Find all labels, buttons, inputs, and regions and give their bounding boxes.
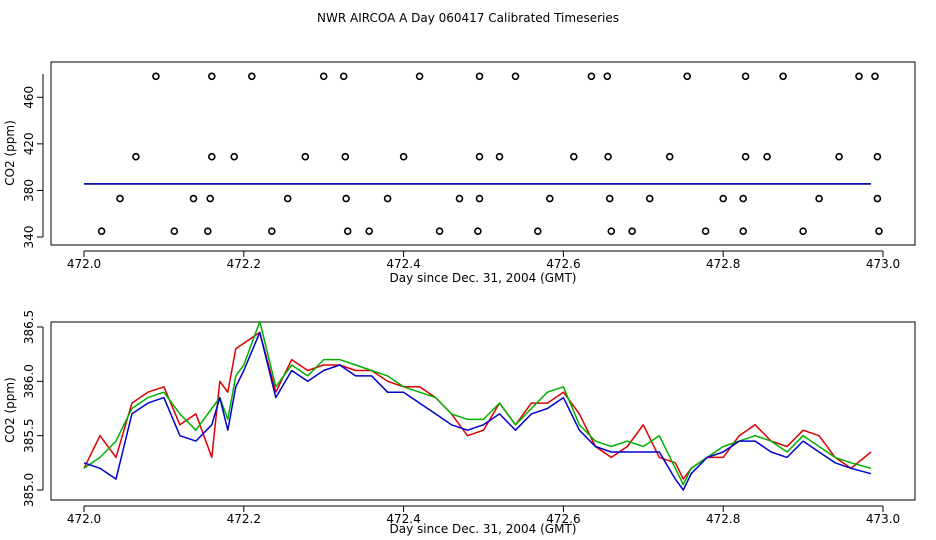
- data-marker: [873, 194, 882, 203]
- data-marker: [587, 72, 596, 81]
- data-marker: [763, 152, 771, 161]
- data-marker: [283, 194, 292, 203]
- data-marker: [701, 227, 710, 235]
- data-marker: [206, 194, 214, 203]
- data-marker: [339, 72, 348, 81]
- bottom-x-tick-label: 472.8: [706, 512, 740, 526]
- data-marker: [605, 194, 614, 203]
- data-marker: [208, 152, 216, 161]
- bottom-series-line-1: [83, 320, 872, 486]
- bottom-y-tick-label: 386.5: [22, 310, 36, 344]
- data-marker: [475, 194, 484, 203]
- data-marker: [603, 72, 612, 81]
- data-marker: [719, 194, 728, 203]
- bottom-y-ticks: 385.0 385.5 386.0 386.5: [22, 310, 44, 507]
- data-marker: [319, 72, 328, 81]
- bottom-y-tick-label: 386.0: [22, 364, 36, 398]
- data-marker: [495, 152, 504, 161]
- data-marker: [341, 152, 350, 161]
- bottom-series-line-0: [83, 331, 872, 480]
- top-x-tick-label: 472.2: [227, 257, 261, 271]
- top-y-axis-label: CO2 (ppm): [3, 120, 17, 186]
- data-marker: [533, 227, 542, 235]
- data-marker: [607, 227, 616, 235]
- data-marker: [835, 152, 843, 161]
- bottom-x-tick-label: 472.2: [227, 512, 261, 526]
- bottom-y-tick-label: 385.5: [22, 418, 36, 452]
- top-y-ticks: 340 380 420 460: [22, 74, 44, 249]
- top-x-tick-label: 472.4: [386, 257, 420, 271]
- top-x-tick-label: 473.0: [866, 257, 900, 271]
- data-marker: [871, 72, 879, 81]
- data-marker: [455, 194, 464, 203]
- data-marker: [683, 72, 692, 81]
- data-marker: [116, 194, 124, 203]
- bottom-panel: 472.0 472.2 472.4 472.6 472.8 473.0 385.0385.…: [3, 310, 916, 536]
- data-marker: [435, 227, 444, 235]
- bottom-series-lines: [83, 320, 872, 491]
- data-marker: [97, 227, 106, 235]
- data-marker: [645, 194, 654, 203]
- top-plot-frame: [50, 61, 916, 246]
- data-marker: [301, 152, 310, 161]
- top-x-axis-label: Day since Dec. 31, 2004 (GMT): [390, 271, 577, 285]
- bottom-x-tick-label: 472.4: [386, 512, 420, 526]
- data-marker: [739, 227, 748, 235]
- data-marker: [399, 152, 408, 161]
- data-marker: [170, 227, 179, 235]
- data-marker: [343, 227, 352, 235]
- data-marker: [628, 227, 636, 235]
- top-y-tick-label: 380: [22, 179, 36, 202]
- data-marker: [855, 72, 863, 81]
- data-marker: [152, 72, 160, 81]
- data-marker: [248, 72, 256, 81]
- top-y-tick-label: 340: [22, 226, 36, 249]
- data-marker: [267, 227, 276, 235]
- data-marker: [604, 152, 612, 161]
- data-marker: [189, 194, 198, 203]
- data-marker: [474, 227, 482, 235]
- data-marker: [799, 227, 807, 235]
- chart-title: NWR AIRCOA A Day 060417 Calibrated Times…: [317, 11, 619, 25]
- top-y-tick-label: 460: [22, 86, 36, 109]
- data-marker: [665, 152, 674, 161]
- data-marker: [779, 72, 787, 81]
- data-marker: [365, 227, 374, 235]
- data-marker: [741, 72, 750, 81]
- data-marker: [132, 152, 140, 161]
- top-x-tick-label: 472.6: [546, 257, 580, 271]
- bottom-x-axis-label: Day since Dec. 31, 2004 (GMT): [390, 522, 577, 536]
- data-marker: [873, 152, 882, 161]
- bottom-y-tick-label: 385.0: [22, 473, 36, 507]
- data-marker: [815, 194, 823, 203]
- top-x-tick-label: 472.8: [706, 257, 740, 271]
- data-marker: [208, 72, 216, 81]
- data-marker: [569, 152, 578, 161]
- data-marker: [545, 194, 554, 203]
- data-marker: [383, 194, 392, 203]
- data-marker: [875, 227, 883, 235]
- top-markers: [97, 72, 883, 235]
- data-marker: [415, 72, 424, 81]
- top-x-ticks: 472.0 472.2 472.4 472.6 472.8 473.0: [67, 250, 900, 271]
- bottom-x-ticks: 472.0 472.2 472.4 472.6 472.8 473.0: [67, 505, 900, 526]
- bottom-series-line-2: [83, 331, 872, 491]
- bottom-plot-frame: [50, 321, 916, 501]
- bottom-x-tick-label: 472.0: [67, 512, 101, 526]
- data-marker: [741, 152, 750, 161]
- top-x-tick-label: 472.0: [67, 257, 101, 271]
- top-panel: 472.0 472.2 472.4 472.6 472.8 473.0 340 380 420…: [3, 61, 916, 285]
- data-marker: [739, 194, 748, 203]
- bottom-y-axis-label: CO2 (ppm): [3, 377, 17, 443]
- top-y-tick-label: 420: [22, 132, 36, 155]
- data-marker: [511, 72, 520, 81]
- data-marker: [230, 152, 238, 161]
- data-marker: [342, 194, 350, 203]
- data-marker: [475, 152, 484, 161]
- data-marker: [204, 227, 212, 235]
- bottom-x-tick-label: 473.0: [866, 512, 900, 526]
- bottom-x-tick-label: 472.6: [546, 512, 580, 526]
- data-marker: [475, 72, 484, 81]
